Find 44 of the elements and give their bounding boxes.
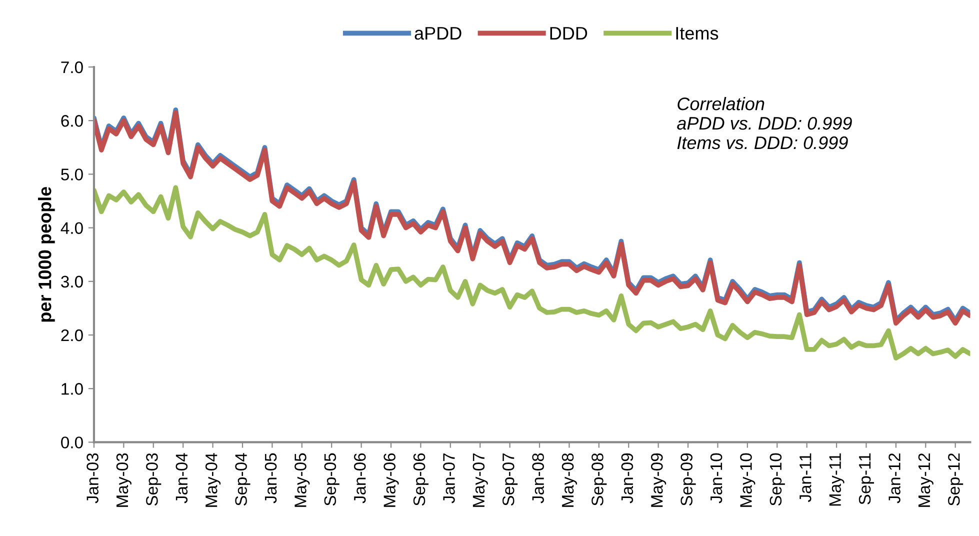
x-tick-label: Jan-03 xyxy=(86,453,98,504)
y-tick-label: 5.0 xyxy=(61,168,83,180)
x-tick-label: Jan-10 xyxy=(710,453,722,504)
x-tick-label: Sep-11 xyxy=(858,453,874,504)
y-tick-label: 1.0 xyxy=(62,383,83,395)
legend-label: aPDD xyxy=(414,27,462,40)
y-tick-label: 4.0 xyxy=(60,222,83,234)
y-tick-label: 3.0 xyxy=(61,276,83,288)
y-axis-title: per 1000 people xyxy=(38,186,55,322)
x-tick-label: Sep-04 xyxy=(235,453,250,506)
legend-label: DDD xyxy=(550,27,588,40)
x-tick-label: May-09 xyxy=(650,453,666,507)
x-tick-label: Jan-11 xyxy=(800,453,812,502)
line-series xyxy=(94,185,970,360)
x-tick-label: Jan-07 xyxy=(443,453,455,504)
x-tick-label: May-03 xyxy=(116,453,132,507)
y-tick-label: 2.0 xyxy=(61,329,83,342)
x-tick-label: Jan-04 xyxy=(176,453,188,504)
x-tick-label: May-07 xyxy=(472,453,488,507)
x-tick-label: May-11 xyxy=(829,453,844,506)
x-tick-label: Jan-12 xyxy=(888,453,900,504)
x-tick-label: Sep-06 xyxy=(413,453,428,506)
x-tick-label: Sep-03 xyxy=(146,453,162,506)
annotation: Correlation aPDD vs. DDD: 0.999 Items vs. DDD: 0.999 xyxy=(677,97,852,150)
x-tick-label: May-08 xyxy=(562,453,577,507)
x-tick-label: Jan-06 xyxy=(354,453,366,504)
x-tick-label: Sep-12 xyxy=(948,453,964,506)
x-tick-label: Sep-10 xyxy=(770,453,785,506)
x-tick-label: Jan-08 xyxy=(532,453,544,504)
legend-label: Items xyxy=(676,27,718,40)
x-tick-label: Sep-07 xyxy=(502,453,518,506)
x-tick-label: Jan-05 xyxy=(264,453,277,504)
x-tick-label: Sep-05 xyxy=(324,453,340,506)
y-tick-label: 6.0 xyxy=(61,115,83,127)
x-tick-label: Sep-09 xyxy=(680,453,696,506)
x-tick-label: May-05 xyxy=(294,453,310,507)
x-tick-label: May-04 xyxy=(205,453,221,507)
x-tick-label: May-06 xyxy=(384,453,399,507)
x-tick-label: Sep-08 xyxy=(592,453,607,506)
y-tick-label: 7.0 xyxy=(61,61,83,74)
x-tick-label: Jan-09 xyxy=(621,453,634,504)
x-tick-label: May-12 xyxy=(918,453,934,507)
y-tick-label: 0.0 xyxy=(61,436,83,448)
x-tick-label: May-10 xyxy=(740,453,756,507)
